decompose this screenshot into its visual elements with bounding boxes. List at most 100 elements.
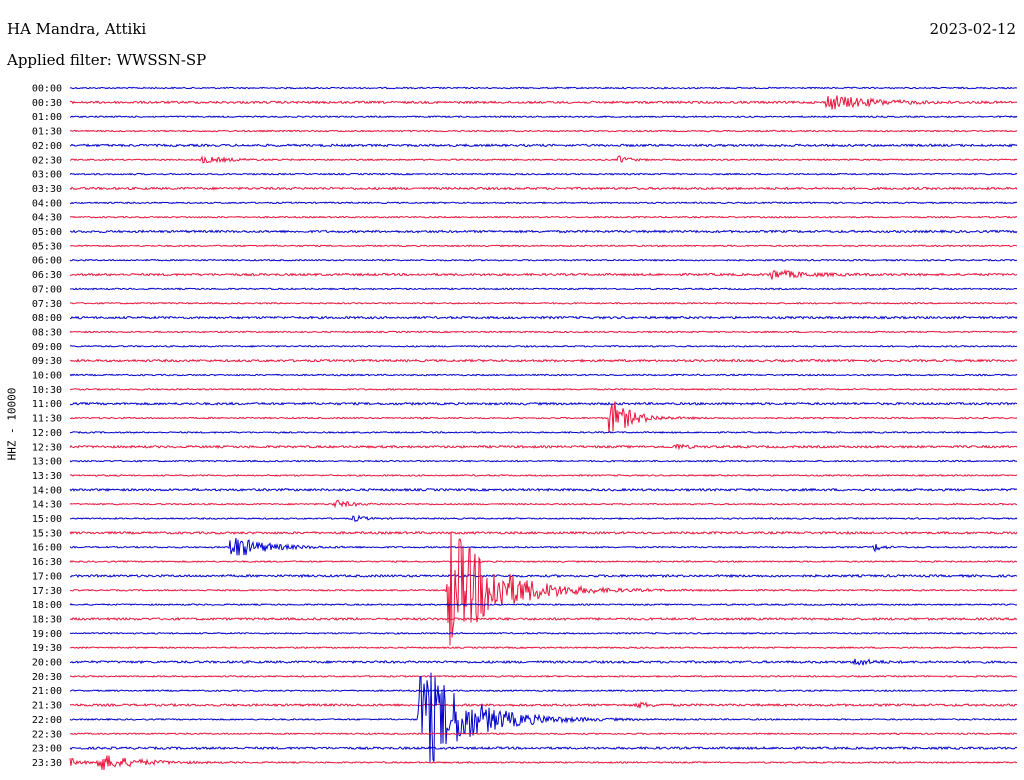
- row-time-label: 07:30: [32, 299, 62, 310]
- trace-line: [69, 344, 1018, 348]
- row-time-label: 02:30: [32, 155, 62, 166]
- row-time-label: 19:30: [32, 643, 62, 654]
- trace-line: [69, 401, 1018, 433]
- trace-line: [69, 745, 1018, 751]
- row-time-label: 05:30: [32, 241, 62, 252]
- trace-line: [69, 459, 1018, 463]
- row-time-label: 16:30: [32, 557, 62, 568]
- trace-line: [69, 631, 1018, 635]
- row-time-label: 08:30: [32, 327, 62, 338]
- trace-line: [69, 674, 1018, 678]
- row-time-label: 23:00: [32, 744, 62, 755]
- row-time-label: 17:30: [32, 586, 62, 597]
- row-time-label: 15:00: [32, 514, 62, 525]
- row-time-label: 10:00: [32, 371, 62, 382]
- row-time-label: 19:00: [32, 629, 62, 640]
- trace-line: [69, 215, 1018, 219]
- date-label: 2023-02-12: [929, 20, 1016, 38]
- trace-line: [69, 172, 1018, 176]
- row-time-label: 18:00: [32, 600, 62, 611]
- row-time-label: 11:00: [32, 399, 62, 410]
- row-time-label: 20:30: [32, 672, 62, 683]
- trace-line: [69, 530, 1018, 535]
- row-time-label: 06:00: [32, 256, 62, 267]
- row-time-label: 12:30: [32, 442, 62, 453]
- trace-line: [69, 387, 1018, 391]
- trace-line: [69, 573, 1018, 579]
- row-time-label: 01:00: [32, 112, 62, 123]
- trace-line: [69, 487, 1018, 492]
- trace-line: [70, 658, 1018, 666]
- row-time-label: 14:00: [32, 485, 62, 496]
- row-time-label: 15:30: [32, 528, 62, 539]
- trace-line: [69, 532, 1018, 646]
- trace-line: [69, 701, 1018, 709]
- row-time-label: 08:00: [32, 313, 62, 324]
- row-time-label: 22:30: [32, 729, 62, 740]
- trace-line: [69, 689, 1017, 693]
- row-time-label: 10:30: [32, 385, 62, 396]
- row-time-label: 04:00: [32, 198, 62, 209]
- row-time-label: 13:30: [32, 471, 62, 482]
- trace-line: [69, 430, 1018, 434]
- trace-line: [69, 244, 1018, 248]
- trace-line: [69, 95, 1018, 110]
- row-time-label: 12:00: [32, 428, 62, 439]
- row-time-label: 16:00: [32, 543, 62, 554]
- trace-line: [69, 401, 1018, 406]
- row-time-label: 03:00: [32, 170, 62, 181]
- row-time-label: 18:30: [32, 614, 62, 625]
- station-title: HA Mandra, Attiki: [7, 20, 147, 38]
- row-time-label: 21:00: [32, 686, 62, 697]
- row-time-label: 23:30: [32, 758, 62, 769]
- trace-line: [69, 672, 1018, 763]
- trace-line: [69, 155, 1018, 164]
- row-time-label: 00:30: [32, 98, 62, 109]
- trace-line: [69, 646, 1018, 650]
- trace-line: [69, 443, 1018, 451]
- trace-line: [69, 616, 1018, 622]
- row-time-label: 00:00: [32, 84, 62, 95]
- trace-line: [69, 732, 1018, 736]
- row-time-label: 05:00: [32, 227, 62, 238]
- row-time-label: 01:30: [32, 127, 62, 138]
- trace-line: [69, 115, 1018, 119]
- row-time-label: 13:00: [32, 457, 62, 468]
- row-time-label: 02:00: [32, 141, 62, 152]
- row-time-label: 09:00: [32, 342, 62, 353]
- row-time-label: 21:30: [32, 701, 62, 712]
- filter-label: Applied filter: WWSSN-SP: [7, 51, 207, 69]
- trace-line: [69, 537, 1018, 556]
- row-time-label: 04:30: [32, 213, 62, 224]
- trace-line: [69, 330, 1018, 334]
- trace-line: [69, 86, 1018, 90]
- trace-line: [69, 301, 1018, 305]
- trace-line: [69, 315, 1018, 320]
- trace-line: [69, 499, 1018, 509]
- row-time-label: 11:30: [32, 414, 62, 425]
- row-time-label: 17:00: [32, 571, 62, 582]
- trace-line: [69, 186, 1018, 191]
- trace-line: [69, 603, 1018, 607]
- trace-line: [69, 358, 1018, 363]
- row-time-label: 20:00: [32, 658, 62, 669]
- trace-line: [69, 474, 1018, 477]
- trace-line: [69, 129, 1018, 133]
- trace-line: [69, 755, 1018, 771]
- row-time-label: 06:30: [32, 270, 62, 281]
- trace-line: [69, 373, 1018, 377]
- trace-line: [69, 229, 1018, 234]
- trace-line: [69, 258, 1018, 262]
- trace-line: [69, 201, 1018, 205]
- trace-line: [69, 514, 1018, 522]
- row-time-label: 14:30: [32, 500, 62, 511]
- row-time-label: 03:30: [32, 184, 62, 195]
- trace-line: [69, 560, 1018, 563]
- trace-line: [69, 287, 1018, 291]
- trace-line: [69, 268, 1018, 280]
- row-time-label: 22:00: [32, 715, 62, 726]
- row-time-label: 07:00: [32, 284, 62, 295]
- row-time-label: 09:30: [32, 356, 62, 367]
- trace-line: [69, 143, 1018, 148]
